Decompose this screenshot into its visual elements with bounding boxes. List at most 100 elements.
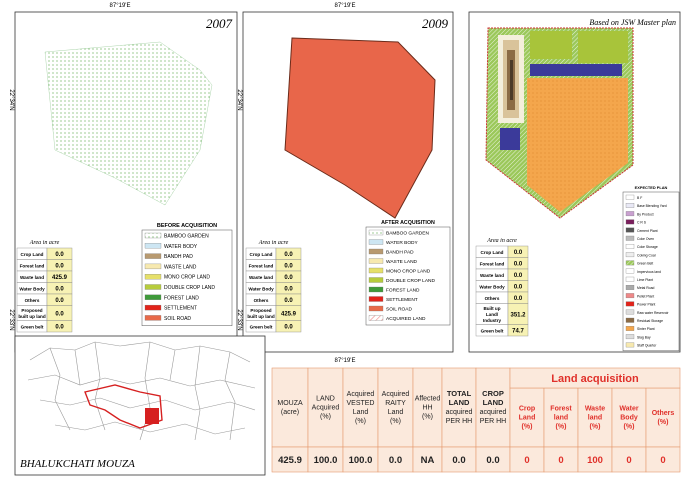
header-text: Land (353, 409, 369, 416)
area-value-cell (275, 320, 302, 333)
area-label: Crop Land (250, 252, 273, 257)
area-label: Waste land (249, 275, 273, 280)
area-value: 0.0 (514, 285, 523, 291)
legend-label: Coke Storage (637, 245, 658, 249)
header-text: (%) (624, 424, 635, 431)
area-value: 0.0 (55, 311, 64, 317)
legend-label: Base Blending Yard (637, 204, 667, 208)
area-label: Others (485, 296, 500, 301)
value-text: 100 (587, 455, 603, 466)
legend-swatch (368, 229, 384, 236)
header-text: (%) (390, 418, 401, 425)
legend-swatch (625, 309, 635, 315)
header-text: Affected (415, 396, 441, 403)
header-text: Acquired (382, 391, 410, 398)
legend-label: Pellet Plant (637, 294, 654, 298)
header-text: Land (519, 415, 536, 422)
area-label: Waste land (20, 275, 44, 280)
area-value: 351.2 (510, 312, 526, 318)
legend-swatch (625, 235, 635, 241)
area-value: 0.0 (284, 325, 293, 331)
legend-label: WASTE LAND (386, 259, 418, 265)
panel-title: Based on JSW Master plan (589, 18, 676, 27)
area-label: Water Body (248, 286, 274, 291)
legend-label: Metal Road (637, 286, 654, 290)
header-text: land (554, 415, 568, 422)
legend-label: Coke Oven (637, 237, 654, 241)
area-title: Area in acre (258, 240, 289, 246)
header-text: VESTED (346, 400, 374, 407)
coord-label: 22°33'N (8, 309, 14, 330)
area-value: 0.0 (55, 287, 64, 293)
legend-title: BEFORE ACQUISITION (157, 223, 217, 229)
area-label: Others (254, 298, 269, 303)
legend-label: Impervious land (637, 270, 661, 274)
header-text: (%) (658, 419, 669, 426)
legend-label: B F (637, 196, 642, 200)
area-label: Green belt (250, 324, 273, 329)
area-label: Water Body (19, 286, 45, 291)
header-cell (509, 387, 545, 448)
legend-title: EXPECTED PLAN (635, 185, 668, 190)
legend-swatch (144, 263, 162, 270)
legend-swatch (625, 203, 635, 208)
area-label: Forest land (480, 261, 505, 266)
area-label: built up land (18, 314, 45, 319)
header-cell (271, 367, 309, 448)
legend-swatch (368, 296, 384, 302)
value-text: 0.0 (389, 455, 402, 466)
header-text: (%) (590, 424, 601, 431)
legend-swatch (625, 276, 635, 282)
legend-swatch (144, 243, 162, 249)
legend-label: WASTE LAND (164, 264, 197, 270)
header-cell (577, 387, 613, 448)
header-text: Crop (519, 406, 535, 413)
legend-label: FOREST LAND (386, 288, 420, 294)
group-header-cell (509, 367, 681, 389)
area-value-cell (507, 324, 529, 337)
legend-swatch (625, 268, 635, 274)
legend-swatch (625, 194, 635, 200)
group-header: Land acquisition (551, 373, 639, 385)
legend-swatch (368, 315, 384, 321)
legend-label: SETTLEMENT (386, 297, 418, 303)
coord-label: 87°19'E (335, 3, 356, 9)
legend-swatch (144, 274, 162, 280)
acquired-area (145, 408, 159, 424)
area-label: Crop Land (21, 252, 44, 257)
legend-label: BAMBOO GARDEN (164, 234, 209, 240)
header-text: RAITY (385, 400, 406, 407)
legend-label: BAMBOO GARDEN (386, 231, 429, 237)
area-label: Forest land (249, 263, 274, 268)
header-text: Water (619, 406, 638, 413)
header-cell (412, 367, 443, 448)
area-value: 0.0 (514, 262, 523, 268)
legend-label: WATER BODY (386, 240, 419, 246)
legend-title: AFTER ACQUISITION (381, 220, 435, 226)
coord-label: 22°33'N (236, 309, 242, 330)
legend-label: Sinter Plant (637, 327, 655, 331)
area-value: 0.0 (55, 264, 64, 270)
legend-label: Staff Quarter (637, 344, 657, 348)
header-text: (%) (320, 414, 331, 421)
mouza-boundary-2009 (284, 37, 436, 219)
generated: 2007 Area in acre Crop Land 0.0 Forest land 0… (16, 16, 681, 473)
coord-label: 87°19'E (335, 358, 356, 364)
legend-label: MONO CROP LAND (386, 269, 431, 275)
legend-swatch (368, 267, 384, 274)
area-label: Proposed (21, 308, 42, 313)
area-value: 0.0 (55, 298, 64, 304)
area-value: 0.0 (284, 264, 293, 270)
header-text: Forest (550, 406, 572, 413)
legend-swatch (625, 252, 635, 258)
legend-label: Coking Coal (637, 253, 656, 257)
legend-label: Green Belt (637, 262, 653, 266)
header-text: Body (620, 415, 638, 422)
legend-swatch (625, 211, 635, 217)
area-value: 0.0 (284, 275, 293, 281)
legend-label: By Product (637, 212, 654, 216)
header-text: MOUZA (277, 400, 303, 407)
legend-label: BANDH PAD (386, 250, 414, 256)
legend-swatch (144, 232, 162, 239)
